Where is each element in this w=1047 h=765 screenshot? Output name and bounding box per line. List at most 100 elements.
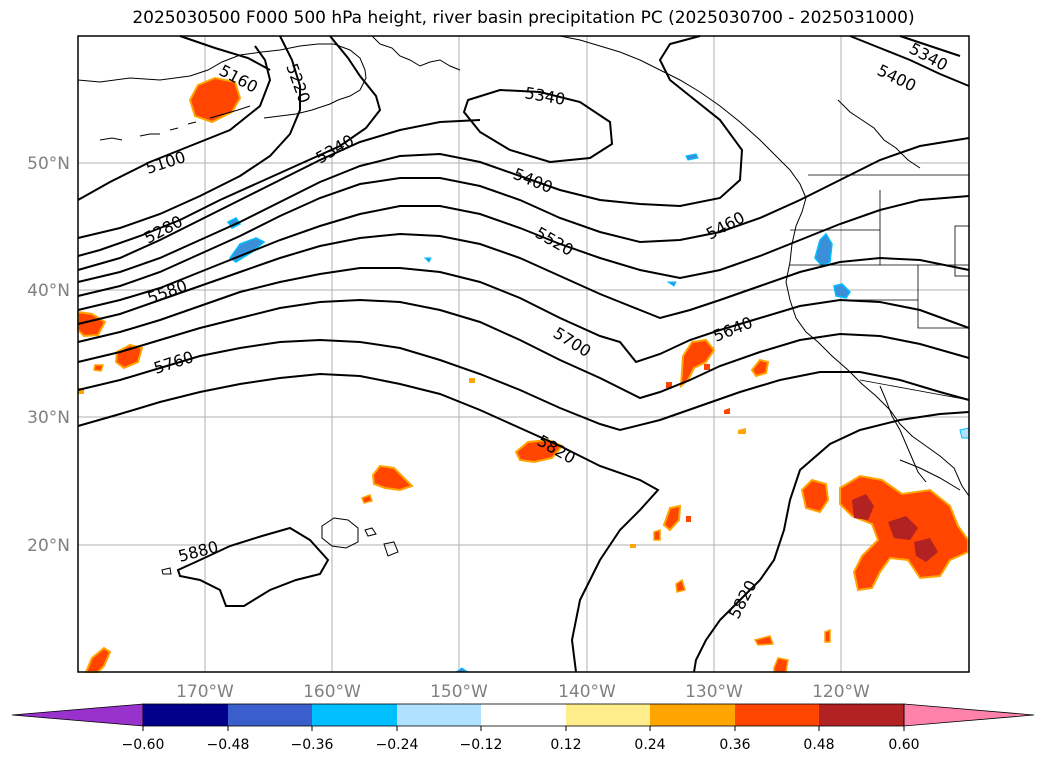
alaska-south-coast [263,99,339,119]
precip-blob [469,378,475,383]
precip-blob [662,504,682,532]
colorbar: −0.60 −0.48 −0.36 −0.24 −0.12 0.12 0.24 … [11,703,1035,753]
precip-blob [630,544,636,548]
lon-label-120w: 120°W [812,682,870,702]
colorbar-segment [312,704,397,726]
precip-blob [371,464,414,492]
precip-blob [93,364,105,372]
contour-5340 [77,119,481,271]
colorbar-segment [566,704,650,726]
political-borders [790,174,970,401]
contour-5820-east [693,411,970,673]
colorbar-extend-high [903,703,1035,727]
precip-core [852,494,874,520]
contour-5820 [77,372,660,673]
contour-5520 [77,195,970,311]
gulf-of-california [899,459,961,491]
contour-5760 [77,338,970,432]
lon-label-170w: 170°W [176,682,234,702]
bc-coast [559,35,807,199]
colorbar-tick-label: −0.48 [207,737,250,753]
colorbar-tick-label: 0.24 [634,737,665,753]
contour-5640 [77,267,970,364]
lat-label-20n: 20°N [27,536,70,556]
colorbar-tick-label: −0.12 [460,737,503,753]
alaska-peninsula [77,43,367,101]
colorbar-tick-label: 0.36 [719,737,750,753]
colorbar-segment [228,704,312,726]
hawaii-oahu [364,527,377,537]
precip-blob [686,516,691,522]
precip-blob [361,494,373,504]
longitude-labels: 170°W 160°W 150°W 140°W 130°W 120°W [176,682,870,702]
colorbar-tick-label: 0.60 [888,737,919,753]
precip-core [888,516,918,540]
precip-blob [824,628,831,643]
height-contours [77,35,970,673]
lon-label-150w: 150°W [430,682,488,702]
lon-label-140w: 140°W [558,682,616,702]
precip-blob [800,478,830,514]
colorbar-frame [142,703,905,727]
contour-5460 [77,137,970,297]
contour-5100 [77,45,272,201]
lat-label-50n: 50°N [27,154,70,174]
contour-5280 [77,35,382,257]
contour-5880 [176,526,330,607]
contour-5160 [179,35,271,71]
precip-positive-shading [77,76,969,673]
colorbar-tick-label: −0.36 [291,737,334,753]
aleutian-islands [99,105,251,141]
colorbar-segment [735,704,819,726]
coastlines [77,35,970,575]
latitude-labels: 50°N 40°N 30°N 20°N [27,154,70,556]
lat-label-30n: 30°N [27,408,70,428]
precip-blob-neg [423,257,432,263]
graticule [78,36,969,672]
precip-core [914,538,938,562]
precip-blob [666,382,672,388]
colorbar-segment [397,704,481,726]
precip-blob-neg [959,427,970,439]
precip-blob [675,578,686,593]
colorbar-tick-label: 0.12 [550,737,581,753]
contour-5580 [77,232,970,325]
lat-label-40n: 40°N [27,281,70,301]
baja-california [879,385,927,483]
colorbar-segment [481,704,566,726]
contour-5400-ne [849,35,970,87]
us-mexico-border [859,379,970,401]
precip-blob [653,528,661,541]
colorbar-segment [650,704,735,726]
precip-blob [750,358,770,378]
colorbar-tick-label: −0.24 [376,737,419,753]
contour-5340-closed [462,88,614,164]
us-west-coast [785,197,970,497]
precip-blob [738,428,746,434]
gulf-of-alaska-coast [371,35,461,71]
lon-label-160w: 160°W [303,682,361,702]
state-borders [790,190,969,329]
map-frame [77,35,970,673]
precip-blob [188,76,242,124]
precip-blob [514,438,564,464]
contour-5700 [77,298,970,400]
contour-5220 [77,35,301,239]
precip-blob [704,364,710,370]
hawaii-big-island [383,541,399,557]
colorbar-segment [819,704,904,726]
hawaii-islet [161,567,172,575]
colorbar-tick-label: 0.48 [803,737,834,753]
map-area [78,36,969,672]
contour-5400 [77,35,744,283]
precip-blob-neg [685,153,699,161]
precip-blob-neg [666,281,677,287]
precip-blob [724,408,730,414]
hawaii-kauai [321,517,359,549]
precip-blob-neg [833,283,851,299]
colorbar-segment [143,704,228,726]
contour-5340-ne [899,35,961,57]
colorbar-tick-label: −0.60 [122,737,165,753]
precip-blob [753,635,775,646]
